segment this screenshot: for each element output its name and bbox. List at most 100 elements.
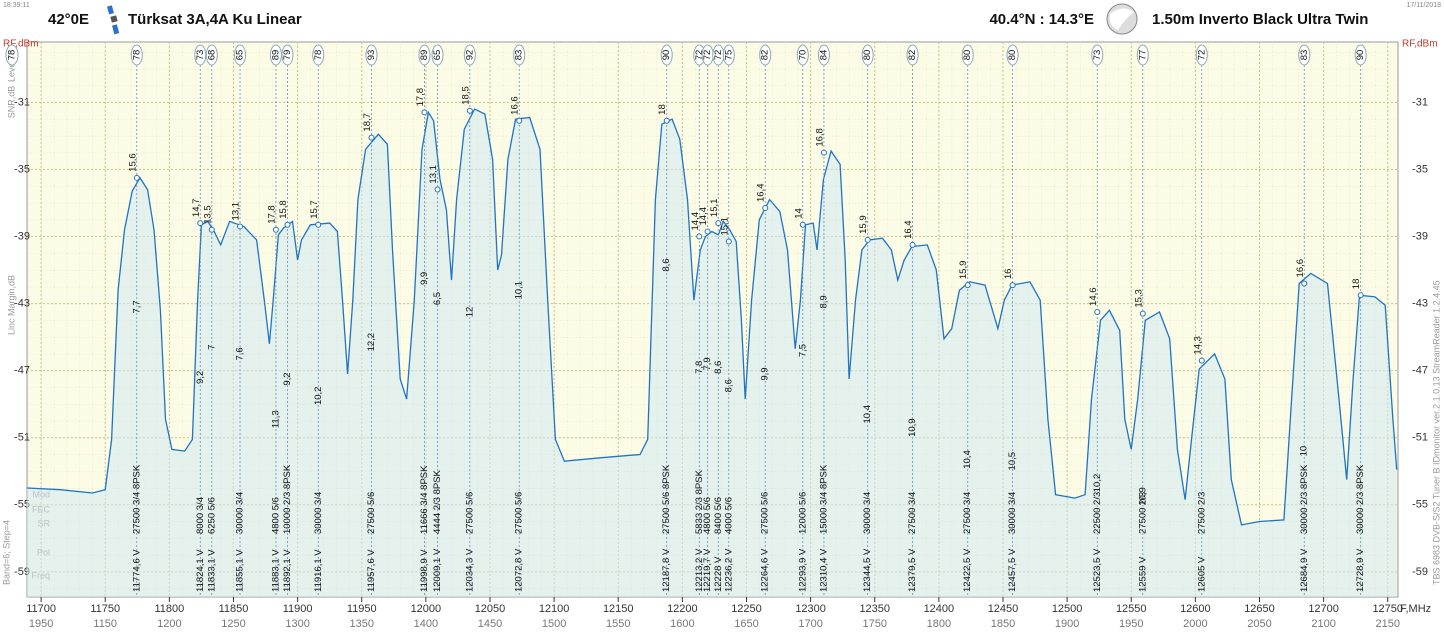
level-badge bbox=[194, 44, 207, 66]
level-badge bbox=[205, 44, 218, 66]
marker bbox=[466, 107, 473, 114]
x-tick-label: 12650 bbox=[1244, 603, 1275, 615]
row-label: Level,% bbox=[6, 50, 16, 82]
level-badge bbox=[961, 44, 974, 66]
level-badge bbox=[418, 44, 431, 66]
row-label: SNR,dB bbox=[6, 86, 16, 119]
snr-label: 18,7 bbox=[362, 113, 373, 132]
margin-label: 7,5 bbox=[797, 344, 808, 357]
level-label: 79 bbox=[282, 50, 293, 61]
margin-label: 7,6 bbox=[235, 347, 246, 360]
snr-label: 13,1 bbox=[231, 202, 242, 221]
snr-label: 16,8 bbox=[814, 128, 825, 147]
x2-tick-label: 2000 bbox=[1183, 618, 1207, 630]
x2-tick-label: 1900 bbox=[1055, 618, 1079, 630]
marker bbox=[1009, 282, 1016, 289]
margin-label: 12,2 bbox=[366, 333, 377, 352]
marker bbox=[725, 238, 732, 245]
level-badge bbox=[1354, 44, 1367, 66]
snr-label: 18 bbox=[657, 104, 668, 115]
level-badge bbox=[817, 44, 830, 66]
time: 18:39:11 bbox=[3, 2, 30, 9]
x2-tick-label: 1750 bbox=[862, 618, 886, 630]
params-label: 4800 5/6 bbox=[702, 497, 713, 534]
marker bbox=[516, 117, 523, 124]
level-ref-badge bbox=[5, 44, 19, 66]
x-tick-label: 11900 bbox=[283, 603, 313, 615]
margin-label: 9,9 bbox=[760, 367, 771, 380]
x2-tick-label: 1850 bbox=[991, 618, 1015, 630]
level-label: 92 bbox=[464, 50, 475, 61]
level-badge bbox=[722, 44, 735, 66]
y-tick-label: -43 bbox=[14, 297, 30, 309]
x-tick-label: 11800 bbox=[154, 603, 184, 615]
freq-label: 12009,1 V bbox=[432, 548, 443, 592]
level-label: 89 bbox=[419, 50, 430, 61]
freq-label: 12422,5 V bbox=[962, 548, 973, 592]
x-tick-label: 12450 bbox=[988, 603, 1019, 615]
y-tick-label: -47 bbox=[14, 365, 30, 377]
freq-label: 11998,9 V bbox=[419, 549, 430, 592]
x2-tick-label: 1350 bbox=[349, 618, 373, 630]
marker bbox=[704, 228, 711, 235]
margin-label: 7,8 bbox=[694, 361, 705, 374]
x2-tick-label: 1200 bbox=[157, 618, 181, 630]
x2-tick-label: 1250 bbox=[221, 618, 245, 630]
snr-label: 16,4 bbox=[756, 183, 767, 202]
y-tick-label: -51 bbox=[14, 432, 30, 444]
marker bbox=[133, 174, 140, 181]
x-tick-label: 12150 bbox=[603, 603, 634, 615]
x2-tick-label: 1650 bbox=[734, 618, 758, 630]
margin-label: 7,9 bbox=[702, 357, 713, 370]
spectrum-area bbox=[27, 109, 1397, 597]
level-badge bbox=[1136, 44, 1149, 66]
level-badge bbox=[463, 44, 476, 66]
margin-label: 10,2 bbox=[1092, 474, 1103, 493]
x-tick-label: 11850 bbox=[219, 603, 249, 615]
freq-label: 12344,5 V bbox=[862, 548, 873, 592]
margin-label: 8,9 bbox=[818, 295, 829, 308]
freq-label: 11824,1 V bbox=[195, 549, 206, 592]
level-label: 70 bbox=[797, 50, 808, 61]
snr-label: 15,9 bbox=[958, 261, 969, 280]
params-label: 8400 5/6 bbox=[713, 497, 724, 534]
freq-label: 12559 V bbox=[1137, 556, 1148, 592]
freq-label: 11883,1 V bbox=[270, 549, 281, 592]
params-label: 27500 5/6 bbox=[464, 492, 475, 534]
x2-tick-label: 1800 bbox=[927, 618, 951, 630]
level-ref: 78 bbox=[7, 50, 18, 61]
snr-label: 18,5 bbox=[460, 86, 471, 105]
snr-label: 16,6 bbox=[510, 96, 521, 115]
snr-label: 14 bbox=[793, 208, 804, 219]
y-tick-label-right: -51 bbox=[1412, 432, 1428, 444]
level-label: 72 bbox=[702, 50, 713, 61]
params-label: 6250 5/6 bbox=[206, 497, 217, 534]
snr-label: 14,6 bbox=[1088, 287, 1099, 306]
level-badge bbox=[431, 44, 444, 66]
marker bbox=[237, 223, 244, 230]
freq-label: 12236,2 V bbox=[723, 548, 734, 592]
snr-label: 15,3 bbox=[1133, 289, 1144, 308]
level-badge bbox=[513, 44, 526, 66]
x-tick-label: 12250 bbox=[731, 603, 762, 615]
params-label: 4800 5/6 bbox=[270, 497, 281, 534]
satellite-name: Türksat 3A,4A Ku Linear bbox=[128, 11, 302, 28]
x-tick-label: 12600 bbox=[1180, 603, 1211, 615]
margin-label: 8,6 bbox=[723, 379, 734, 392]
x2-tick-label: 1500 bbox=[542, 618, 566, 630]
margin-label: 10,4 bbox=[962, 450, 973, 469]
x-tick-label: 12200 bbox=[667, 603, 698, 615]
level-badge bbox=[269, 44, 282, 66]
margin-label: 6,5 bbox=[432, 292, 443, 305]
y-tick-label-right: -59 bbox=[1412, 566, 1428, 578]
freq-label: 11916,1 V bbox=[313, 549, 324, 592]
level-badge bbox=[281, 44, 294, 66]
freq-label: 12605 V bbox=[1196, 556, 1207, 592]
freq-label: 12228 V bbox=[713, 556, 724, 592]
params-label: 22500 2/3 bbox=[1092, 492, 1103, 534]
params-label: 30000 2/3 8PSK bbox=[1355, 464, 1366, 534]
freq-label: 11855,1 V bbox=[235, 549, 246, 592]
level-label: 83 bbox=[1299, 50, 1310, 61]
margin-label: 9,2 bbox=[195, 371, 206, 384]
params-label: 5833 2/3 8PSK bbox=[694, 469, 705, 534]
